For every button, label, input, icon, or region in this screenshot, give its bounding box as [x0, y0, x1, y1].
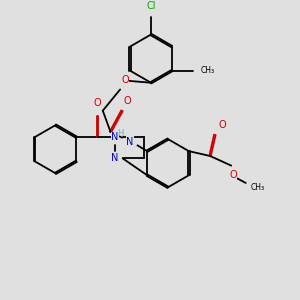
Text: H: H	[117, 129, 123, 138]
Text: O: O	[230, 170, 237, 180]
Text: O: O	[219, 120, 226, 130]
Text: O: O	[121, 75, 129, 85]
Text: O: O	[94, 98, 101, 108]
Text: O: O	[123, 96, 131, 106]
Text: CH₃: CH₃	[201, 66, 215, 75]
Text: N: N	[111, 132, 119, 142]
Text: Cl: Cl	[146, 1, 156, 10]
Text: N: N	[126, 136, 134, 146]
Text: CH₃: CH₃	[250, 183, 265, 192]
Text: N: N	[111, 153, 119, 164]
